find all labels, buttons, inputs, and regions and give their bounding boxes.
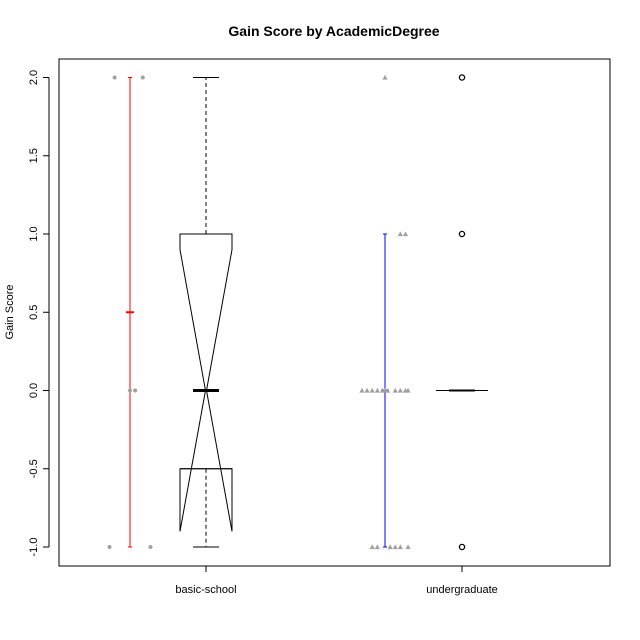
jitter-point — [128, 388, 132, 393]
jitter-point — [374, 544, 380, 550]
jitter-point — [397, 231, 403, 237]
box-layer — [179, 74, 488, 551]
jitter-point — [402, 231, 409, 237]
jitter-point — [369, 544, 375, 550]
jitter-point — [364, 387, 370, 393]
jitter-point — [112, 75, 117, 80]
jitter-point — [107, 545, 112, 549]
y-tick-label: 1.5 — [28, 148, 40, 163]
jitter-point — [397, 387, 403, 393]
jitter-point — [405, 544, 411, 550]
y-tick-label: 0.5 — [28, 305, 40, 320]
jitter-point — [359, 387, 365, 393]
jitter-point-layer — [107, 74, 411, 550]
jitter-point — [387, 544, 393, 550]
x-tick-label: undergraduate — [426, 584, 498, 596]
box-basic-school — [179, 77, 233, 548]
jitter-point — [397, 544, 403, 550]
jitter-point — [392, 387, 398, 393]
jitter-point — [148, 545, 153, 549]
mean-ci-layer — [126, 77, 389, 548]
jitter-point — [384, 387, 391, 393]
jitter-point — [140, 75, 145, 80]
jitter-point — [374, 387, 380, 393]
jitter-point — [382, 74, 388, 80]
outlier-point — [458, 230, 466, 238]
jitter-point — [133, 388, 138, 393]
x-axis: basic-school undergraduate — [175, 565, 498, 596]
chart-title: Gain Score by AcademicDegree — [228, 23, 439, 39]
box-undergraduate — [436, 74, 488, 551]
y-tick-label: -0.5 — [28, 459, 40, 478]
jitter-point — [369, 387, 375, 393]
jitter-point — [405, 387, 411, 393]
y-tick-label: 2.0 — [28, 70, 40, 85]
plot-frame — [58, 58, 611, 567]
outlier-point — [458, 543, 466, 551]
x-tick-label: basic-school — [175, 584, 236, 596]
y-axis: -1.0 -0.5 0.0 0.5 1.0 1.5 2.0 — [28, 70, 50, 557]
y-tick-label: 0.0 — [28, 383, 40, 398]
y-tick-label: -1.0 — [28, 538, 40, 557]
jitter-point — [392, 544, 398, 550]
y-tick-label: 1.0 — [28, 226, 40, 241]
outlier-point — [458, 74, 466, 81]
y-axis-label: Gain Score — [4, 284, 16, 339]
